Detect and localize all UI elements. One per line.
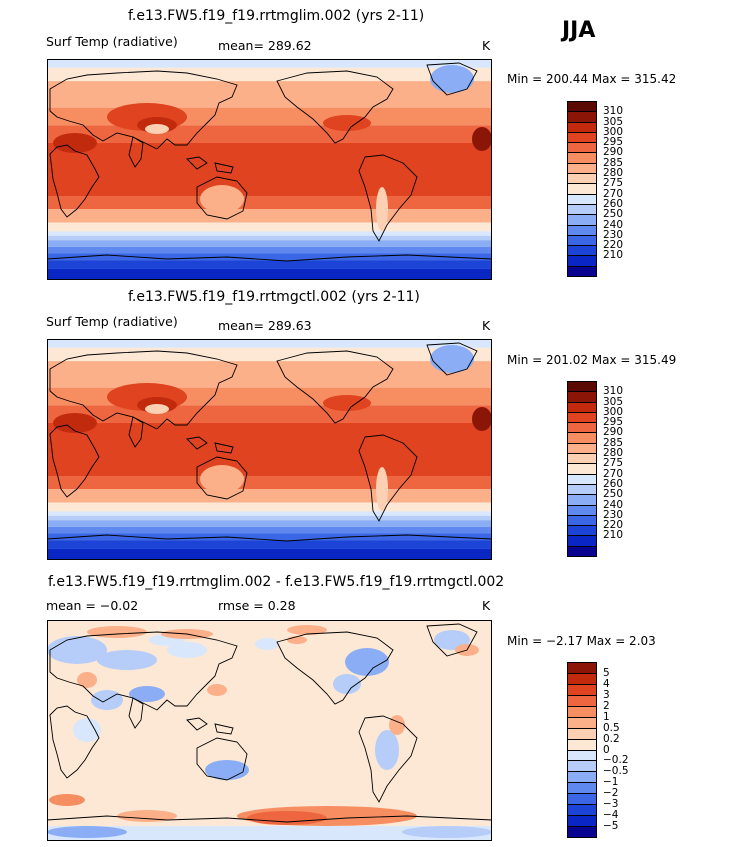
colorbar-tick-label: 270 [603, 467, 624, 480]
colorbar-tick-label: 2 [603, 699, 610, 712]
panel2-colorbar: 310 305 300 295 290 285 280 275 270 260 250 240 230 2… [567, 381, 637, 557]
panel3-units: K [482, 598, 491, 613]
panel1-minmax: Min = 200.44 Max = 315.42 [507, 72, 677, 86]
colorbar-tick-label: 3 [603, 688, 610, 701]
colorbar-tick-label: 290 [603, 426, 624, 439]
panel1-variable-label: Surf Temp (radiative) [46, 34, 178, 49]
colorbar-tick-label: 280 [603, 447, 624, 460]
colorbar-tick-label: −2 [603, 787, 619, 800]
colorbar-tick-label: −0.2 [603, 754, 629, 767]
colorbar-tick-label: 220 [603, 519, 624, 532]
colorbar-tick-label: 300 [603, 405, 624, 418]
colorbar-tick-label: 295 [603, 416, 624, 429]
colorbar-tick-label: 240 [603, 498, 624, 511]
colorbar-tick-label: 310 [603, 105, 624, 118]
colorbar-tick-label: 5 [603, 666, 610, 679]
colorbar-tick-label: −1 [603, 776, 619, 789]
colorbar-tick-label: 220 [603, 239, 624, 252]
colorbar-tick-label: 210 [603, 529, 624, 542]
colorbar-tick-label: 300 [603, 125, 624, 138]
panel2-minmax: Min = 201.02 Max = 315.49 [507, 353, 677, 367]
panel3-minmax: Min = −2.17 Max = 2.03 [507, 634, 656, 648]
colorbar-tick-label: 270 [603, 187, 624, 200]
colorbar-tick-label: 260 [603, 477, 624, 490]
panel2-units: K [482, 318, 491, 333]
colorbar-tick-label: 4 [603, 677, 610, 690]
colorbar-tick-label: 250 [603, 488, 624, 501]
colorbar-swatch [567, 265, 597, 277]
panel2-mean-label: mean= 289.63 [218, 318, 312, 333]
panel1-colorbar: 310 305 300 295 290 285 280 275 270 260 250 240 230 2… [567, 101, 637, 277]
colorbar-tick-label: 285 [603, 436, 624, 449]
colorbar-tick-label: 230 [603, 508, 624, 521]
colorbar-tick-label: 1 [603, 710, 610, 723]
colorbar-tick-label: 0.2 [603, 732, 620, 745]
colorbar-swatch [567, 826, 597, 838]
colorbar-tick-label: 310 [603, 385, 624, 398]
panel3-colorbar: 5 4 3 2 1 0.5 0.2 0 −0.2 −0.5 −1 −2 −3 −4 −5 [567, 662, 637, 838]
panel1-units: K [482, 38, 491, 53]
panel1-title: f.e13.FW5.f19_f19.rrtmglim.002 (yrs 2-11… [128, 8, 425, 24]
colorbar-tick-label: −5 [603, 820, 619, 833]
colorbar-tick-label: −3 [603, 798, 619, 811]
panel2-variable-label: Surf Temp (radiative) [46, 314, 178, 329]
colorbar-tick-label: 305 [603, 115, 624, 128]
colorbar-tick-label: 285 [603, 156, 624, 169]
panel2-map [47, 339, 492, 560]
colorbar-tick-label: 295 [603, 136, 624, 149]
colorbar-tick-label: 275 [603, 457, 624, 470]
colorbar-tick-label: 260 [603, 197, 624, 210]
colorbar-tick-label: 305 [603, 395, 624, 408]
colorbar-tick-label: 280 [603, 167, 624, 180]
colorbar-tick-label: −0.5 [603, 765, 629, 778]
colorbar-tick-label: 250 [603, 208, 624, 221]
colorbar-tick-label: 275 [603, 177, 624, 190]
panel2-title: f.e13.FW5.f19_f19.rrtmgctl.002 (yrs 2-11… [128, 289, 420, 305]
panel3-rmse-label: rmse = 0.28 [218, 598, 296, 613]
colorbar-tick-label: 240 [603, 218, 624, 231]
colorbar-tick-label: 210 [603, 249, 624, 262]
panel3-title: f.e13.FW5.f19_f19.rrtmglim.002 - f.e13.F… [48, 574, 505, 590]
panel3-map [47, 620, 492, 841]
colorbar-tick-label: −4 [603, 809, 619, 822]
colorbar-tick-label: 0.5 [603, 721, 620, 734]
panel3-mean-label: mean = −0.02 [46, 598, 139, 613]
colorbar-tick-label: 290 [603, 146, 624, 159]
season-label: JJA [562, 18, 596, 43]
colorbar-swatch [567, 545, 597, 557]
colorbar-tick-label: 230 [603, 228, 624, 241]
panel1-mean-label: mean= 289.62 [218, 38, 312, 53]
panel1-map [47, 59, 492, 280]
colorbar-tick-label: 0 [603, 743, 610, 756]
